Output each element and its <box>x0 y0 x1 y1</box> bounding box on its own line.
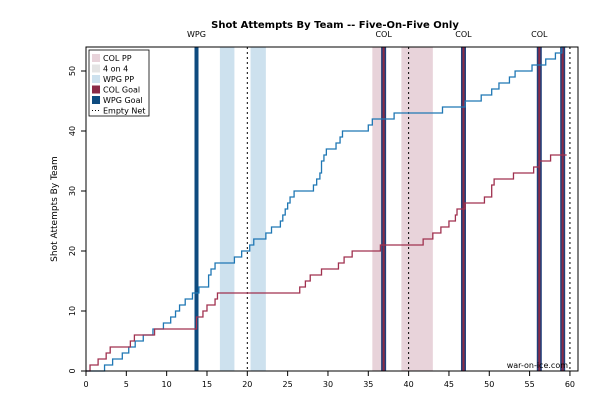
legend-swatch-wpg-pp <box>92 75 100 83</box>
x-tick-label-5: 5 <box>124 380 129 389</box>
x-tick-label-15: 15 <box>202 380 212 389</box>
top-goal-label-1: COL <box>375 30 392 39</box>
x-tick-label-55: 55 <box>525 380 535 389</box>
x-tick-label-45: 45 <box>444 380 454 389</box>
shaded-region-wpg-pp-0 <box>219 47 235 371</box>
legend-label-wpg-pp: WPG PP <box>103 75 134 84</box>
chart-title: Shot Attempts By Team -- Five-On-Five On… <box>211 20 459 31</box>
goal-line-col-1 <box>382 47 385 371</box>
top-goal-label-2: COL <box>455 30 472 39</box>
x-tick-label-30: 30 <box>323 380 333 389</box>
legend-swatch-4-on-4 <box>92 64 100 73</box>
goal-line-wpg-0 <box>194 47 199 371</box>
plot-layer: 0 5 10 15 20 25 30 35 40 45 50 55 60 0 10 20 30 40 50 WPG CO… <box>68 30 579 389</box>
y-tick-label-10: 10 <box>68 306 77 316</box>
y-tick-label-50: 50 <box>68 66 77 76</box>
legend-swatch-wpg-goal <box>92 96 100 104</box>
series-line-col <box>86 154 567 372</box>
legend-label-empty-net: Empty Net <box>103 107 145 116</box>
series-line-wpg <box>86 46 567 372</box>
top-goal-label-3: COL <box>531 30 548 39</box>
x-tick-label-20: 20 <box>242 380 252 389</box>
x-tick-label-40: 40 <box>404 380 414 389</box>
y-axis-label: Shot Attempts By Team <box>50 156 60 262</box>
shaded-region-col-pp-3 <box>401 47 433 371</box>
y-tick-label-0: 0 <box>68 368 77 373</box>
legend-label-col-goal: COL Goal <box>103 86 140 95</box>
plot-frame <box>85 46 579 372</box>
goal-line-col-4 <box>561 47 564 371</box>
x-tick-label-0: 0 <box>83 380 88 389</box>
y-tick-label-40: 40 <box>68 126 77 136</box>
y-tick-label-30: 30 <box>68 186 77 196</box>
legend-swatch-col-goal <box>92 85 100 94</box>
legend-label-4-on-4: 4 on 4 <box>103 65 128 74</box>
legend-swatch-col-pp <box>92 54 100 62</box>
goal-line-col-3 <box>538 47 541 371</box>
y-tick-label-20: 20 <box>68 246 77 256</box>
shaded-region-wpg-pp-1 <box>250 47 266 371</box>
legend-label-col-pp: COL PP <box>103 54 132 63</box>
x-tick-label-60: 60 <box>565 380 575 389</box>
x-tick-label-10: 10 <box>162 380 172 389</box>
x-tick-label-35: 35 <box>363 380 373 389</box>
x-tick-label-50: 50 <box>484 380 494 389</box>
legend-label-wpg-goal: WPG Goal <box>103 96 143 105</box>
watermark: war-on-ice.com <box>507 361 568 370</box>
top-goal-label-0: WPG <box>187 30 206 39</box>
x-tick-label-25: 25 <box>283 380 293 389</box>
